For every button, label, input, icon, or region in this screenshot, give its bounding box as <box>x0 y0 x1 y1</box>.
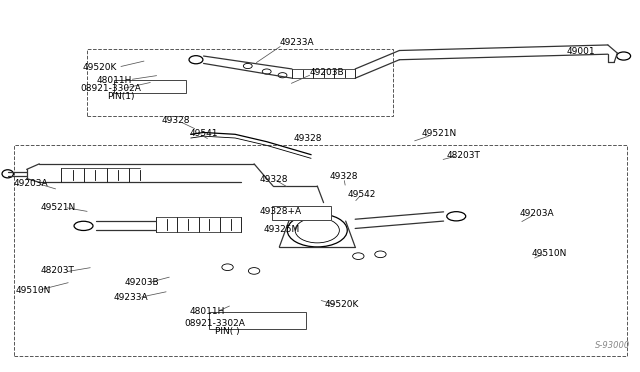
Ellipse shape <box>375 251 386 258</box>
Ellipse shape <box>222 264 233 270</box>
Ellipse shape <box>2 170 13 178</box>
Ellipse shape <box>617 52 630 60</box>
FancyBboxPatch shape <box>209 312 306 329</box>
Text: 49328: 49328 <box>330 172 358 181</box>
Text: 48203T: 48203T <box>447 151 481 160</box>
Ellipse shape <box>74 221 93 231</box>
Text: 49203A: 49203A <box>14 179 49 187</box>
Text: 08921-3302A: 08921-3302A <box>184 319 246 328</box>
Text: 48011H: 48011H <box>189 307 225 316</box>
Text: 49001: 49001 <box>567 47 595 56</box>
Ellipse shape <box>189 56 203 64</box>
Text: 49541: 49541 <box>189 129 218 138</box>
Ellipse shape <box>353 253 364 260</box>
Text: 49325M: 49325M <box>264 225 300 234</box>
Ellipse shape <box>295 218 339 243</box>
Text: 49328: 49328 <box>259 175 287 184</box>
Text: 49521N: 49521N <box>40 203 76 212</box>
Text: 49510N: 49510N <box>532 249 568 258</box>
Text: 48011H: 48011H <box>96 76 132 84</box>
FancyBboxPatch shape <box>272 206 331 220</box>
Circle shape <box>243 63 252 68</box>
Text: 49203B: 49203B <box>310 68 344 77</box>
Circle shape <box>278 73 287 78</box>
Text: 49520K: 49520K <box>325 300 359 310</box>
Text: 49510N: 49510N <box>15 286 51 295</box>
Text: 49328: 49328 <box>293 134 322 142</box>
Text: 49328+A: 49328+A <box>259 206 301 216</box>
Ellipse shape <box>248 267 260 274</box>
Text: 08921-3302A: 08921-3302A <box>81 84 141 93</box>
Text: 49328: 49328 <box>162 116 190 125</box>
Circle shape <box>262 69 271 74</box>
FancyBboxPatch shape <box>114 80 186 93</box>
Text: PIN(1): PIN(1) <box>108 92 135 101</box>
Text: 49203A: 49203A <box>520 209 554 218</box>
Ellipse shape <box>447 212 466 221</box>
Text: 49233A: 49233A <box>279 38 314 47</box>
Text: 49520K: 49520K <box>83 62 116 72</box>
Ellipse shape <box>287 214 348 247</box>
Text: 49521N: 49521N <box>422 129 457 138</box>
Text: 49542: 49542 <box>348 190 376 199</box>
Text: 48203T: 48203T <box>40 266 74 275</box>
Text: 49203B: 49203B <box>125 278 159 287</box>
Text: PIN( ): PIN( ) <box>215 327 239 336</box>
Text: S-93000: S-93000 <box>595 341 630 350</box>
Text: 49233A: 49233A <box>114 293 148 302</box>
